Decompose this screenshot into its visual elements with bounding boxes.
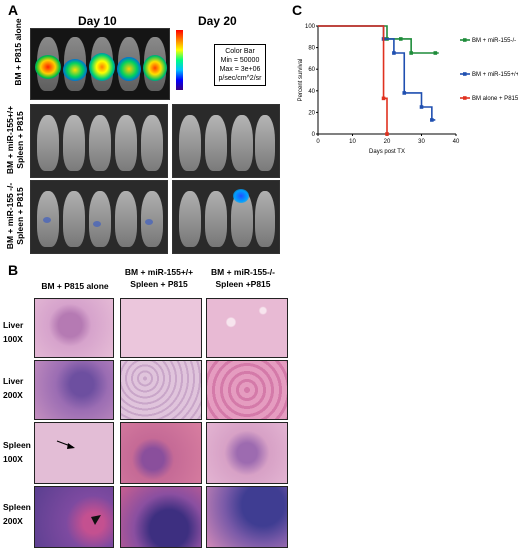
histo-row-line: 200X	[3, 390, 23, 400]
histo-col-head-1: BM + P815 alone	[36, 280, 114, 292]
histo-spleen-100x-ko	[206, 422, 288, 484]
bli-image-row2-day20	[172, 104, 280, 178]
histo-col-head-3: BM + miR-155-/- Spleen +P815	[202, 266, 284, 290]
y-tick-label: 0	[312, 132, 316, 138]
color-scale-bar	[176, 30, 183, 90]
x-tick-label: 40	[453, 139, 460, 145]
arrowhead-icon	[91, 515, 101, 525]
colorbar-max: Max = 3e+06	[219, 66, 261, 73]
histo-spleen-200x-ko	[206, 486, 288, 548]
histo-row-label-3: Spleen 100X	[3, 438, 31, 466]
histo-row-line: Spleen	[3, 440, 31, 450]
colorbar-min: Min = 50000	[220, 57, 260, 64]
y-tick-label: 40	[308, 89, 315, 95]
legend-marker	[463, 96, 467, 100]
colorbar-unit: p/sec/cm^2/sr	[218, 75, 262, 82]
series-line-0	[318, 25, 439, 54]
legend-label-2: BM alone + P815 n=4	[472, 96, 518, 102]
series-line-1	[318, 25, 436, 121]
y-ticks: 0 20 40 60 80 100	[305, 24, 318, 138]
series-point-1	[392, 51, 396, 55]
legend: BM + miR-155-/- S + P815 n=8 BM + miR-155…	[460, 38, 518, 102]
legend-label-1: BM + miR-155+/+ S + P815 n=8	[472, 72, 518, 78]
bli-image-row1-day10	[30, 28, 170, 100]
x-tick-label: 0	[316, 139, 320, 145]
x-tick-label: 10	[349, 139, 356, 145]
y-axis-label: Percent survival	[298, 59, 304, 102]
day10-label: Day 10	[78, 14, 117, 28]
histo-row-line: Spleen	[3, 502, 31, 512]
bli-image-row3-day20	[172, 180, 280, 254]
row-label-line: BM + miR-155 -/-	[5, 182, 15, 250]
panel-label-c: C	[292, 2, 303, 18]
histo-col-head-line: BM + P815 alone	[41, 281, 109, 291]
colorbar-title: Color Bar	[225, 48, 255, 55]
histo-row-line: 100X	[3, 334, 23, 344]
histo-spleen-100x-wt	[120, 422, 202, 484]
histo-liver-200x-ko	[206, 360, 288, 420]
histo-spleen-200x-p815	[34, 486, 114, 548]
series-point-0	[433, 51, 438, 55]
day20-label: Day 20	[198, 14, 237, 28]
x-axis-label: Days post TX	[369, 149, 405, 155]
histo-row-line: Liver	[3, 320, 24, 330]
histo-col-head-line: BM + miR-155-/-	[211, 267, 275, 277]
series-point-2	[385, 132, 389, 136]
series-line-2	[318, 25, 388, 134]
histo-spleen-100x-p815	[34, 422, 114, 484]
histo-liver-200x-wt	[120, 360, 202, 420]
histo-row-label-2: Liver 200X	[3, 374, 23, 402]
series-point-1	[419, 105, 424, 109]
panel-label-b: B	[8, 262, 19, 278]
y-tick-label: 20	[308, 110, 315, 116]
legend-marker	[463, 72, 467, 76]
x-tick-label: 20	[384, 139, 391, 145]
y-tick-label: 60	[308, 67, 315, 73]
y-tick-label: 80	[308, 46, 315, 52]
y-tick-label: 100	[305, 24, 316, 30]
colorbar-legend: Color Bar Min = 50000 Max = 3e+06 p/sec/…	[214, 44, 266, 86]
histo-liver-200x-p815	[34, 360, 114, 420]
histo-col-head-line: Spleen +P815	[215, 279, 271, 289]
histo-col-head-line: Spleen + P815	[130, 279, 188, 289]
legend-marker	[463, 38, 467, 42]
histo-spleen-200x-wt	[120, 486, 202, 548]
legend-label-0: BM + miR-155-/- S + P815 n=8	[472, 38, 518, 44]
panel-label-a: A	[8, 2, 19, 18]
histo-liver-100x-p815	[34, 298, 114, 358]
histo-row-line: 100X	[3, 454, 23, 464]
histo-col-head-2: BM + miR-155+/+ Spleen + P815	[118, 266, 200, 290]
histo-row-line: 200X	[3, 516, 23, 526]
histo-liver-100x-ko	[206, 298, 288, 358]
x-tick-label: 30	[418, 139, 425, 145]
series-group	[318, 25, 439, 136]
series-point-0	[399, 37, 403, 41]
histo-row-line: Liver	[3, 376, 24, 386]
histo-liver-100x-wt	[120, 298, 202, 358]
histo-row-label-4: Spleen 200X	[3, 500, 31, 528]
histo-col-head-line: BM + miR-155+/+	[124, 267, 194, 277]
series-point-0	[409, 51, 413, 55]
row-label-line: Spleen + P815	[15, 187, 25, 245]
arrow-icon	[56, 440, 75, 449]
series-point-1	[430, 118, 434, 122]
bli-image-row2-day10	[30, 104, 168, 178]
row-label-line: BM + P815 alone	[13, 18, 23, 86]
row-label-bm-p815: BM + P815 alone	[13, 7, 23, 97]
bli-image-row3-day10	[30, 180, 168, 254]
series-point-1	[402, 91, 407, 95]
histo-row-label-1: Liver 100X	[3, 318, 23, 346]
row-label-ko: BM + miR-155 -/- Spleen + P815	[5, 171, 25, 261]
series-point-2	[381, 96, 386, 101]
